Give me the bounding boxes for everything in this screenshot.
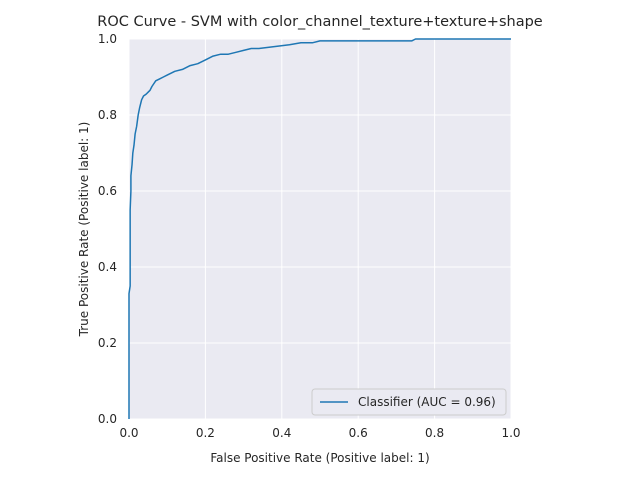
x-tick-label: 1.0 xyxy=(501,426,520,440)
x-tick-label: 0.6 xyxy=(349,426,368,440)
grid-lines xyxy=(128,38,512,420)
y-tick-label: 0.4 xyxy=(98,260,117,274)
x-axis-label: False Positive Rate (Positive label: 1) xyxy=(210,451,429,465)
chart-title: ROC Curve - SVM with color_channel_textu… xyxy=(97,14,543,30)
y-axis-label: True Positive Rate (Positive label: 1) xyxy=(77,122,91,338)
y-tick-label: 0.2 xyxy=(98,336,117,350)
plot-area xyxy=(129,39,511,419)
y-tick-label: 0.8 xyxy=(98,108,117,122)
x-tick-label: 0.2 xyxy=(196,426,215,440)
legend: Classifier (AUC = 0.96) xyxy=(311,388,507,416)
tick-labels: 0.0 0.2 0.4 0.6 0.8 1.0 0.0 0.2 0.4 0.6 0.8 1.0 xyxy=(98,32,521,440)
x-tick-label: 0.8 xyxy=(425,426,444,440)
y-tick-label: 0.6 xyxy=(98,184,117,198)
legend-label: Classifier (AUC = 0.96) xyxy=(358,395,496,409)
x-tick-label: 0.4 xyxy=(272,426,291,440)
curve-layer xyxy=(128,38,511,419)
x-tick-label: 0.0 xyxy=(119,426,138,440)
y-tick-label: 0.0 xyxy=(98,412,117,426)
roc-curve-series-0 xyxy=(128,38,511,419)
legend-box xyxy=(311,388,507,416)
y-tick-label: 1.0 xyxy=(98,32,117,46)
